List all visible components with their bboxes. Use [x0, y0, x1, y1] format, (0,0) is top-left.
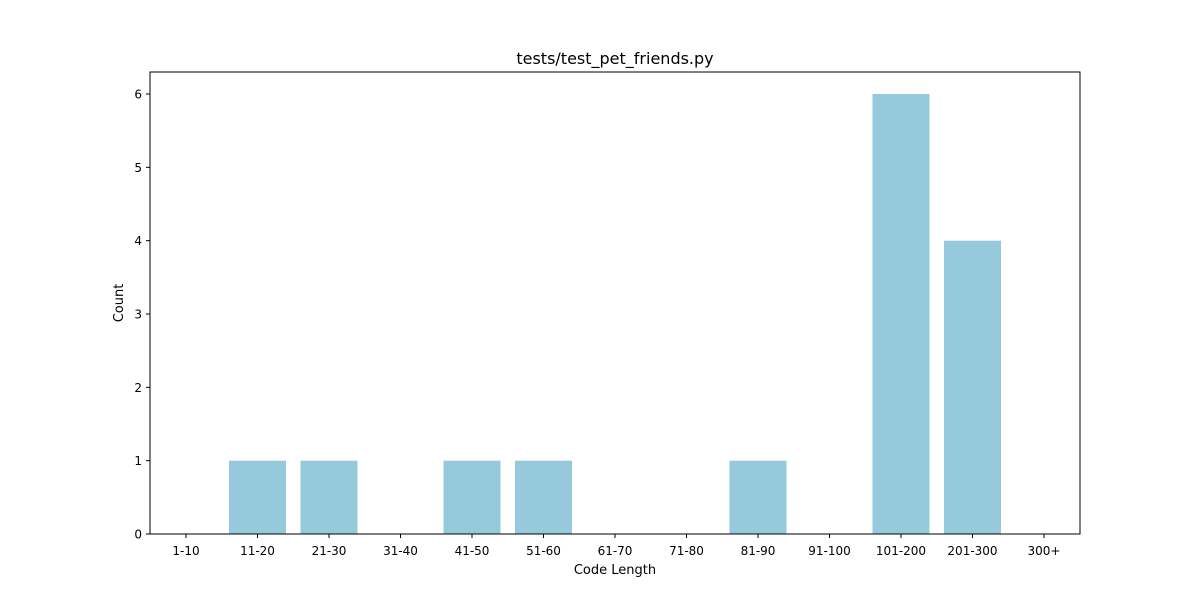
y-tick-label: 1: [134, 454, 142, 468]
x-tick-label: 71-80: [669, 544, 704, 558]
y-tick-label: 5: [134, 161, 142, 175]
x-tick-label: 81-90: [741, 544, 776, 558]
bar-201-300: [944, 240, 1001, 534]
x-tick-label: 21-30: [312, 544, 347, 558]
chart-title: tests/test_pet_friends.py: [516, 49, 713, 69]
y-tick-label: 2: [134, 381, 142, 395]
x-tick-label: 31-40: [383, 544, 418, 558]
x-tick-label: 51-60: [526, 544, 561, 558]
x-tick-label: 91-100: [808, 544, 851, 558]
bar-11-20: [229, 460, 286, 534]
x-tick-label: 300+: [1028, 544, 1061, 558]
x-tick-label: 41-50: [455, 544, 490, 558]
y-tick-label: 4: [134, 234, 142, 248]
bar-101-200: [872, 94, 930, 534]
y-tick-label: 3: [134, 308, 142, 322]
bar-41-50: [443, 460, 501, 534]
x-axis-label: Code Length: [574, 563, 656, 578]
y-tick-label: 6: [134, 88, 142, 102]
x-axis-ticks: 1-10 11-20 21-30 31-40 41-50 51-60 61-70 71-80 8…: [172, 534, 1060, 558]
x-tick-label: 1-10: [172, 544, 199, 558]
plot-frame: [149, 71, 1081, 535]
x-tick-label: 61-70: [598, 544, 633, 558]
x-tick-label: 101-200: [876, 544, 926, 558]
y-axis-ticks: 0 1 2 3 4 5 6: [134, 88, 150, 542]
x-tick-label: 201-300: [947, 544, 997, 558]
x-tick-label: 11-20: [240, 544, 275, 558]
y-axis-label: Count: [112, 284, 127, 323]
bar-81-90: [729, 460, 787, 534]
y-tick-label: 0: [134, 528, 142, 542]
bars-group: [229, 94, 1001, 534]
bar-51-60: [515, 460, 572, 534]
bar-21-30: [300, 460, 358, 534]
